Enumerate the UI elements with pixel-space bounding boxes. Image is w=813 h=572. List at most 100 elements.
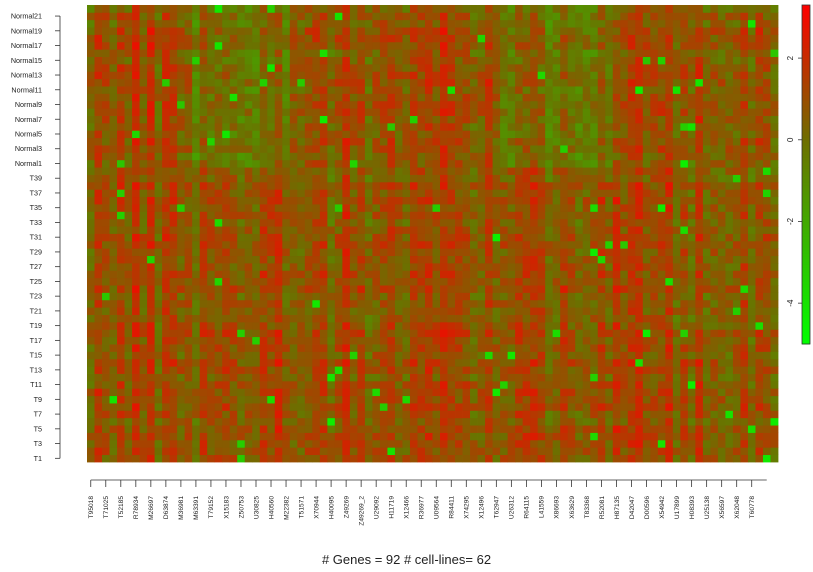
heatmap-cell xyxy=(522,417,531,426)
heatmap-cell xyxy=(515,373,524,382)
heatmap-cell xyxy=(342,108,351,116)
heatmap-cell xyxy=(357,152,366,161)
heatmap-cell xyxy=(762,432,771,441)
heatmap-cell xyxy=(492,395,501,404)
heatmap-cell xyxy=(477,100,486,109)
heatmap-cell xyxy=(432,189,441,198)
heatmap-cell xyxy=(214,226,223,234)
heatmap-cell xyxy=(169,447,178,456)
heatmap-cell xyxy=(612,196,621,205)
heatmap-cell xyxy=(199,130,208,139)
heatmap-cell xyxy=(717,145,726,153)
heatmap-cell xyxy=(387,137,396,146)
heatmap-cell xyxy=(665,314,674,323)
heatmap-cell xyxy=(402,181,411,190)
heatmap-cell xyxy=(199,63,208,72)
heatmap-cell xyxy=(455,373,463,382)
heatmap-cell xyxy=(470,211,478,220)
heatmap-cell xyxy=(237,388,246,397)
heatmap-cell xyxy=(680,358,689,367)
heatmap-cell xyxy=(597,78,606,87)
heatmap-cell xyxy=(379,270,388,279)
heatmap-cell xyxy=(575,174,584,183)
heatmap-cell xyxy=(109,285,118,293)
heatmap-cell xyxy=(387,204,396,212)
heatmap-cell xyxy=(522,211,531,220)
heatmap-cell xyxy=(747,100,756,109)
heatmap-cell xyxy=(312,277,321,286)
heatmap-cell xyxy=(545,432,554,441)
heatmap-cell xyxy=(334,152,343,161)
heatmap-cell xyxy=(687,226,696,234)
heatmap-cell xyxy=(192,240,201,249)
heatmap-cell xyxy=(725,63,734,72)
heatmap-cell xyxy=(379,211,388,220)
heatmap-cell xyxy=(364,108,373,116)
heatmap-cell xyxy=(327,196,336,205)
heatmap-cell xyxy=(169,351,178,360)
heatmap-cell xyxy=(560,71,569,80)
heatmap-cell xyxy=(327,167,336,175)
heatmap-cell xyxy=(282,218,291,227)
heatmap-cell xyxy=(545,226,554,234)
heatmap-cell xyxy=(94,108,103,116)
heatmap-cell xyxy=(687,439,696,448)
heatmap-cell xyxy=(387,262,396,271)
heatmap-cell xyxy=(582,410,591,419)
heatmap-cell xyxy=(87,432,95,441)
heatmap-cell xyxy=(394,71,403,80)
heatmap-cell xyxy=(695,189,704,198)
heatmap-cell xyxy=(327,403,336,411)
heatmap-cell xyxy=(635,86,644,94)
heatmap-cell xyxy=(207,233,216,242)
heatmap-cell xyxy=(424,262,433,271)
heatmap-cell xyxy=(762,167,771,175)
heatmap-cell xyxy=(755,255,764,264)
heatmap-cell xyxy=(199,270,208,279)
heatmap-cell xyxy=(199,314,208,323)
heatmap-cell xyxy=(417,380,426,389)
heatmap-cell xyxy=(717,204,726,212)
heatmap-cell xyxy=(620,63,629,72)
heatmap-cell xyxy=(627,417,636,426)
heatmap-cell xyxy=(162,137,171,146)
heatmap-cell xyxy=(770,351,779,360)
heatmap-cell xyxy=(432,233,441,242)
heatmap-cell xyxy=(162,108,171,116)
heatmap-cell xyxy=(552,240,561,249)
heatmap-cell xyxy=(124,145,133,153)
heatmap-cell xyxy=(94,425,103,433)
heatmap-cell xyxy=(762,366,771,374)
heatmap-cell xyxy=(537,447,546,456)
heatmap-cell xyxy=(500,93,509,102)
heatmap-cell xyxy=(567,439,576,448)
heatmap-cell xyxy=(500,181,509,190)
heatmap-cell xyxy=(192,255,201,264)
heatmap-cell xyxy=(702,145,711,153)
heatmap-cell xyxy=(312,152,321,161)
heatmap-cell xyxy=(582,255,591,264)
heatmap-cell xyxy=(500,100,509,109)
heatmap-cell xyxy=(530,270,539,279)
heatmap-cell xyxy=(597,388,606,397)
heatmap-cell xyxy=(605,181,614,190)
heatmap-cell xyxy=(627,226,636,234)
heatmap-cell xyxy=(252,248,261,257)
heatmap-cell xyxy=(725,410,734,419)
heatmap-cell xyxy=(702,167,711,175)
heatmap-cell xyxy=(515,262,524,271)
heatmap-cell xyxy=(567,344,576,352)
heatmap-cell xyxy=(552,432,561,441)
heatmap-cell xyxy=(500,248,509,257)
heatmap-cell xyxy=(207,358,216,367)
heatmap-cell xyxy=(650,425,659,433)
heatmap-cell xyxy=(364,417,373,426)
heatmap-cell xyxy=(394,454,403,463)
heatmap-cell xyxy=(620,380,629,389)
heatmap-cell xyxy=(229,78,238,87)
heatmap-cell xyxy=(432,366,441,374)
heatmap-cell xyxy=(229,196,238,205)
heatmap-cell xyxy=(650,130,659,139)
heatmap-cell xyxy=(139,336,148,345)
heatmap-cell xyxy=(635,240,644,249)
